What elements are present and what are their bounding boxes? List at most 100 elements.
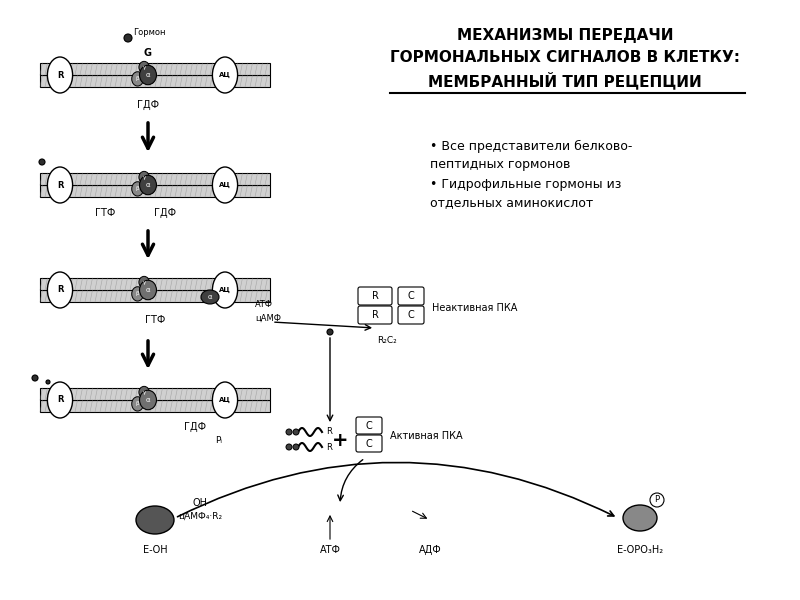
Ellipse shape [213,272,238,308]
Text: Гормон: Гормон [133,28,166,37]
Text: R: R [326,443,332,451]
Text: цАМФ: цАМФ [255,314,281,323]
Bar [40,388,270,400]
Ellipse shape [139,175,157,195]
Circle shape [46,380,50,384]
Text: АЦ: АЦ [219,72,231,78]
Text: ГТФ: ГТФ [95,208,115,218]
Bar [40,400,270,412]
FancyBboxPatch shape [358,287,392,305]
Text: • Все представители белково-: • Все представители белково- [430,140,632,153]
Text: Pᵢ: Pᵢ [215,436,222,445]
Ellipse shape [139,65,157,85]
Circle shape [286,444,292,450]
Ellipse shape [139,390,157,410]
Ellipse shape [139,277,150,288]
Text: МЕХАНИЗМЫ ПЕРЕДАЧИ: МЕХАНИЗМЫ ПЕРЕДАЧИ [457,28,674,43]
FancyBboxPatch shape [398,287,424,305]
Text: C: C [366,439,372,449]
Text: Е-ОН: Е-ОН [142,545,167,555]
Ellipse shape [623,505,657,531]
Ellipse shape [47,272,73,308]
Text: β: β [136,292,139,296]
Circle shape [327,329,333,335]
Text: C: C [408,291,414,301]
Text: • Гидрофильные гормоны из: • Гидрофильные гормоны из [430,178,622,191]
Circle shape [650,493,664,507]
Text: Е-ОРО₃Н₂: Е-ОРО₃Н₂ [617,545,663,555]
Text: γ: γ [142,390,146,395]
Text: γ: γ [142,175,146,180]
Text: α: α [146,182,150,188]
Ellipse shape [47,167,73,203]
Bar [40,185,270,197]
Text: АТФ: АТФ [255,300,273,309]
Text: R: R [57,70,63,79]
Ellipse shape [213,57,238,93]
Text: АТФ: АТФ [319,545,341,555]
Text: ОН: ОН [193,498,207,508]
Text: ГТФ: ГТФ [145,315,165,325]
Text: АЦ: АЦ [219,182,231,188]
Ellipse shape [201,290,219,304]
Ellipse shape [47,57,73,93]
Text: Неактивная ПКА: Неактивная ПКА [432,303,518,313]
Bar [40,173,270,185]
Ellipse shape [132,287,143,301]
Text: ГОРМОНАЛЬНЫХ СИГНАЛОВ В КЛЕТКУ:: ГОРМОНАЛЬНЫХ СИГНАЛОВ В КЛЕТКУ: [390,50,740,65]
Text: +: + [332,431,348,449]
Text: АДФ: АДФ [418,545,442,555]
Text: R: R [371,310,378,320]
Ellipse shape [213,167,238,203]
Text: α: α [146,397,150,403]
Ellipse shape [139,172,150,183]
Ellipse shape [132,72,143,86]
Text: R₂C₂: R₂C₂ [377,336,397,345]
Circle shape [293,444,299,450]
Text: R: R [371,291,378,301]
Ellipse shape [132,182,143,196]
FancyBboxPatch shape [358,306,392,324]
Circle shape [39,159,45,165]
Ellipse shape [136,506,174,534]
Text: цАМФ₄·R₂: цАМФ₄·R₂ [178,512,222,521]
Bar [40,278,270,290]
Bar [40,290,270,302]
Text: C: C [408,310,414,320]
Text: ГДФ: ГДФ [184,422,206,432]
Text: G: G [144,48,152,58]
Text: α: α [146,287,150,293]
Text: R: R [57,395,63,404]
Ellipse shape [132,397,143,411]
Ellipse shape [139,386,150,398]
Text: C: C [366,421,372,431]
Circle shape [124,34,132,42]
Ellipse shape [139,61,150,73]
Text: P: P [654,496,659,505]
Text: γ: γ [142,280,146,284]
Text: β: β [136,187,139,191]
Ellipse shape [139,280,157,300]
Ellipse shape [47,382,73,418]
Text: ГДФ: ГДФ [154,208,176,218]
Text: Активная ПКА: Активная ПКА [390,431,462,441]
Circle shape [286,429,292,435]
Text: АЦ: АЦ [219,287,231,293]
Ellipse shape [213,382,238,418]
Text: β: β [136,401,139,406]
Text: R: R [57,286,63,295]
Circle shape [293,429,299,435]
Text: отдельных аминокислот: отдельных аминокислот [430,196,594,209]
Text: ГДФ: ГДФ [137,100,159,110]
FancyBboxPatch shape [356,417,382,434]
Text: β: β [136,76,139,82]
FancyBboxPatch shape [356,435,382,452]
Bar [40,63,270,75]
Circle shape [32,375,38,381]
FancyBboxPatch shape [398,306,424,324]
Text: МЕМБРАННЫЙ ТИП РЕЦЕПЦИИ: МЕМБРАННЫЙ ТИП РЕЦЕПЦИИ [428,72,702,90]
Text: α: α [208,294,212,300]
Text: γ: γ [142,65,146,70]
Text: α: α [146,72,150,78]
Text: пептидных гормонов: пептидных гормонов [430,158,570,171]
